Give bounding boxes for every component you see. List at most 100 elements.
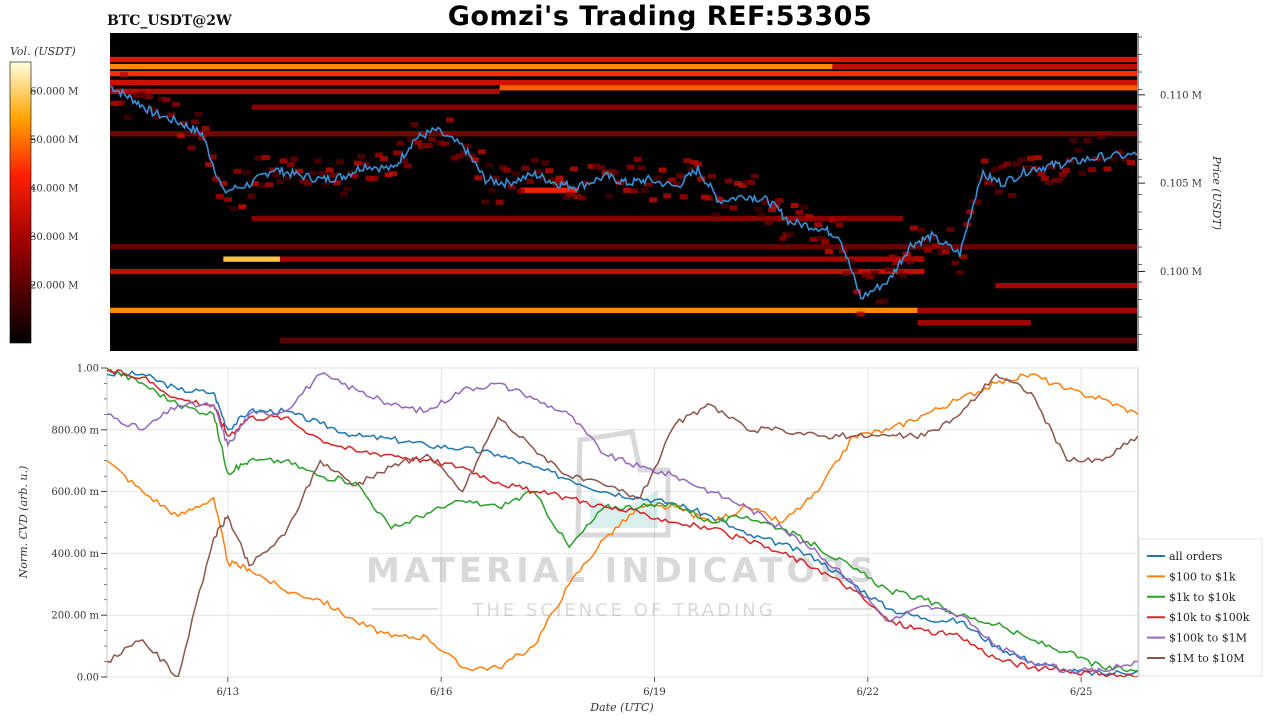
series-line <box>107 373 1138 677</box>
heatmap-band <box>110 70 1137 77</box>
price-tick-label: 0.105 M <box>1160 179 1202 190</box>
heatmap-cell <box>880 298 889 304</box>
heatmap-cell <box>251 181 260 187</box>
heatmap-cell <box>541 160 550 166</box>
heatmap-panel: 0.100 M 0.105 M 0.110 M Price (USDT) <box>110 33 1223 351</box>
heatmap-cell <box>909 225 918 231</box>
heatmap-cell <box>597 165 606 171</box>
heatmap-cell <box>261 155 270 161</box>
heatmap-band <box>110 268 925 275</box>
heatmap-cell <box>562 195 571 201</box>
heatmap-cell <box>258 182 267 188</box>
heatmap-cell <box>1109 156 1118 162</box>
heatmap-cell <box>738 182 747 188</box>
heatmap-cell <box>658 167 667 173</box>
heatmap-cell <box>534 169 543 175</box>
heatmap-cell <box>693 161 702 167</box>
series-line <box>107 373 1138 672</box>
heatmap-cell <box>1040 176 1049 182</box>
heatmap-cell <box>711 211 720 217</box>
y-tick-label: 400.00 m <box>51 549 99 560</box>
heatmap-cell <box>1121 156 1130 162</box>
heatmap-cell <box>998 164 1007 170</box>
legend-box <box>1138 538 1263 677</box>
heatmap-cell <box>708 173 717 179</box>
heatmap-cell <box>672 181 681 187</box>
heatmap-cell <box>754 206 763 212</box>
heatmap-cell <box>215 193 224 199</box>
heatmap-cell <box>187 145 196 151</box>
heatmap-cell <box>488 188 497 194</box>
heatmap-cell <box>573 194 582 200</box>
y-tick-label: 600.00 m <box>51 487 99 498</box>
heatmap-cell <box>299 178 308 184</box>
heatmap-cell <box>885 266 894 272</box>
heatmap-cell <box>861 272 870 278</box>
heatmap-cell <box>1083 138 1092 144</box>
heatmap-cell <box>734 181 743 187</box>
heatmap-cell <box>1012 161 1021 167</box>
legend-entry: $1k to $10k <box>1169 591 1236 604</box>
heatmap-cell <box>663 193 672 199</box>
heatmap-cell <box>247 193 256 199</box>
heatmap-cell <box>704 195 713 201</box>
heatmap-cell <box>545 168 554 174</box>
watermark-main: MATERIAL INDICATORS <box>366 551 878 591</box>
heatmap-cell <box>768 207 777 213</box>
heatmap-cell <box>980 158 989 164</box>
heatmap-cell <box>775 197 784 203</box>
heatmap-cell <box>290 156 299 162</box>
heatmap-cell <box>1055 177 1064 183</box>
heatmap-cell <box>233 168 242 174</box>
heatmap-cell <box>932 243 941 249</box>
series-line <box>107 370 1138 677</box>
heatmap-cell <box>824 249 833 255</box>
heatmap-cell <box>455 153 464 159</box>
heatmap-cell <box>183 130 192 136</box>
heatmap-cell <box>729 205 738 211</box>
colorbar: Vol. (USDT) 20.000 M 30.000 M 40.000 M 50.0… <box>9 45 78 344</box>
heatmap-cell <box>396 140 405 146</box>
watermark: MATERIAL INDICATORS THE SCIENCE OF TRADI… <box>366 429 878 621</box>
heatmap-band <box>110 88 500 94</box>
legend-entry: $10k to $100k <box>1169 611 1250 624</box>
chart-title: Gomzi's Trading REF:53305 <box>448 1 873 32</box>
heatmap-cell <box>332 180 341 186</box>
heatmap-cell <box>612 170 621 176</box>
heatmap-cell <box>389 171 398 177</box>
heatmap-cell <box>1069 137 1078 143</box>
heatmap-cell <box>336 159 345 165</box>
heatmap-cell <box>1088 167 1097 173</box>
heatmap-cell <box>357 153 366 159</box>
heatmap-cell <box>384 172 393 178</box>
heatmap-cell <box>605 193 614 199</box>
heatmap-cell <box>162 97 171 103</box>
heatmap-cell <box>683 158 692 164</box>
heatmap-cell <box>495 199 504 205</box>
heatmap-cell <box>633 156 642 162</box>
watermark-logo-fill <box>590 490 658 528</box>
heatmap-cell <box>667 177 676 183</box>
heatmap-cell <box>1003 161 1012 167</box>
heatmap-cell <box>846 259 855 265</box>
price-tick-label: 0.110 M <box>1160 90 1202 101</box>
heatmap-band <box>110 131 1137 137</box>
heatmap-cell <box>592 163 601 169</box>
x-tick-label: 6/16 <box>430 687 452 698</box>
heatmap-cell <box>1022 165 1031 171</box>
heatmap-cell <box>804 213 813 219</box>
heatmap-cell <box>973 200 982 206</box>
heatmap-cell <box>318 171 327 177</box>
heatmap-cell <box>460 150 469 156</box>
x-axis-label: Date (UTC) <box>589 701 653 714</box>
heatmap-cell <box>322 182 331 188</box>
heatmap-cell <box>686 166 695 172</box>
heatmap-cell <box>477 149 486 155</box>
heatmap-cell <box>153 114 162 120</box>
heatmap-cell <box>424 142 433 148</box>
heatmap-cell <box>172 101 181 107</box>
heatmap-cell <box>201 125 210 131</box>
heatmap-cell <box>875 299 884 305</box>
heatmap-cell <box>212 176 221 182</box>
heatmap-cell <box>828 217 837 223</box>
